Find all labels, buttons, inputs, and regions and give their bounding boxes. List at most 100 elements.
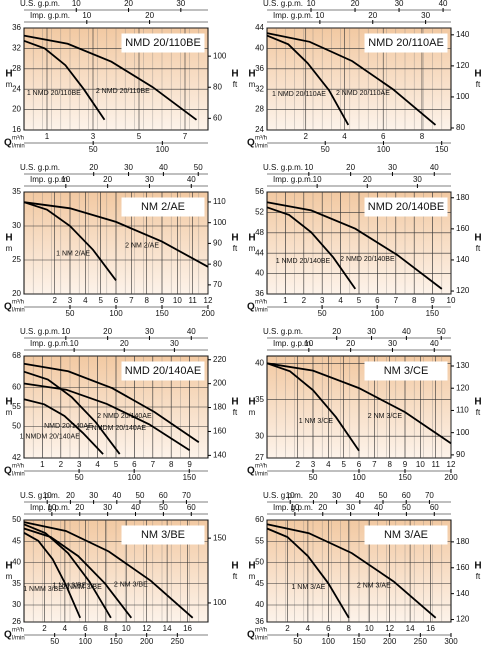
y2-tick-label: 100 — [213, 218, 227, 227]
x-tick-label: 16 — [183, 624, 192, 633]
x-tick-label: 11 — [432, 460, 441, 469]
y-axis-label: H — [248, 69, 255, 80]
x-tick-label: 4 — [326, 460, 331, 469]
y2-tick-label: 150 — [213, 533, 227, 542]
usgpm-tick-label: 30 — [124, 163, 133, 172]
usgpm-tick-label: 40 — [159, 163, 168, 172]
usgpm-tick-label: 50 — [136, 491, 145, 500]
y-tick-label: 16 — [12, 125, 21, 134]
lmin-tick-label: 50 — [50, 637, 59, 646]
lmin-tick-label: 150 — [352, 637, 366, 646]
x-tick-label: 2 — [59, 460, 64, 469]
impgpm-tick-label: 10 — [304, 339, 313, 348]
impgpm-tick-label: 40 — [131, 503, 140, 512]
impgpm-tick-label: 50 — [159, 503, 168, 512]
lmin-tick-label: 150 — [155, 309, 169, 318]
curve-label: NMD 20/140AE — [44, 423, 93, 430]
x-tick-label: 12 — [447, 460, 456, 469]
y2-axis-unit: ft — [476, 408, 481, 417]
x-tick-label: 2 — [304, 132, 309, 141]
y-tick-label: 48 — [255, 228, 264, 237]
lmin-tick-label: 100 — [127, 473, 141, 482]
x-axis-unit: m³/h — [255, 136, 267, 142]
lmin-tick-label: 50 — [293, 637, 302, 646]
x-tick-label: 4 — [306, 624, 311, 633]
pump-curve — [23, 521, 194, 619]
usgpm-tick-label: 40 — [439, 0, 448, 8]
x-axis-unit: m³/h — [12, 300, 24, 306]
curve-label: 2 NMDM 20/140AE — [86, 425, 147, 432]
x-tick-label: 6 — [357, 460, 362, 469]
usgpm-tick-label: 30 — [388, 163, 397, 172]
x-tick-label: 4 — [342, 132, 347, 141]
x-tick-label: 9 — [160, 296, 165, 305]
impgpm-tick-label: 20 — [145, 11, 154, 20]
x-axis-unit2: l/min — [255, 144, 268, 150]
pump-curve — [266, 362, 360, 452]
usgpm-label: U.S. g.p.m. — [20, 0, 60, 8]
curve-label: 2 NM 2/AE — [125, 242, 159, 249]
x-axis-label: Q — [247, 302, 255, 313]
y-axis-unit: m — [249, 80, 256, 89]
pump-curve — [23, 398, 104, 455]
pump-curve — [266, 34, 350, 126]
y-tick-label: 56 — [255, 187, 264, 196]
y2-tick-label: 130 — [456, 361, 470, 370]
usgpm-tick-label: 30 — [367, 327, 376, 336]
x-tick-label: 10 — [447, 296, 456, 305]
y2-tick-label: 160 — [213, 427, 227, 436]
x-axis-unit2: l/min — [255, 308, 268, 314]
y-tick-label: 35 — [255, 395, 264, 404]
impgpm-tick-label: 20 — [103, 175, 112, 184]
usgpm-tick-label: 20 — [66, 491, 75, 500]
y-axis-label: H — [5, 69, 12, 80]
x-tick-label: 3 — [311, 460, 316, 469]
curve-label: 2 NM 3/AE — [357, 582, 391, 589]
y-tick-label: 40 — [12, 558, 21, 567]
impgpm-tick-label: 20 — [75, 503, 84, 512]
y-tick-label: 40 — [255, 358, 264, 367]
y2-tick-label: 80 — [213, 82, 222, 91]
x-axis-unit: m³/h — [12, 464, 24, 470]
y-axis-unit: m — [6, 408, 13, 417]
y-axis-unit: m — [6, 80, 13, 89]
y-tick-label: 55 — [12, 402, 21, 411]
chart-title: NM 3/BE — [141, 529, 185, 541]
pump-curve — [23, 34, 198, 121]
x-axis-unit: m³/h — [12, 136, 24, 142]
x-axis-label: Q — [247, 466, 255, 477]
x-tick-label: 10 — [416, 460, 425, 469]
x-tick-label: 16 — [426, 624, 435, 633]
pump-curve — [266, 523, 437, 619]
y2-tick-label: 110 — [456, 406, 469, 415]
chart-title: NM 3/CE — [384, 365, 429, 377]
lmin-tick-label: 150 — [398, 473, 412, 482]
usgpm-tick-label: 40 — [430, 163, 439, 172]
y2-tick-label: 80 — [456, 123, 465, 132]
x-tick-label: 3 — [320, 296, 325, 305]
y2-tick-label: 220 — [213, 355, 227, 364]
x-tick-label: 4 — [95, 460, 100, 469]
y-tick-label: 32 — [12, 44, 21, 53]
y-tick-label: 25 — [12, 255, 21, 264]
usgpm-label: U.S. g.p.m. — [20, 163, 60, 172]
curve-label: 1 NM 2/AE — [56, 251, 90, 258]
y-axis-label: H — [248, 397, 255, 408]
impgpm-tick-label: 30 — [103, 503, 112, 512]
x-tick-label: 11 — [189, 296, 198, 305]
y-tick-label: 44 — [255, 23, 264, 32]
impgpm-tick-label: 60 — [187, 503, 196, 512]
pump-curve — [266, 32, 437, 126]
y-tick-label: 60 — [12, 382, 21, 391]
impgpm-tick-label: 10 — [315, 11, 324, 20]
y-axis-label: H — [5, 397, 12, 408]
title-box — [364, 33, 448, 53]
y2-tick-label: 100 — [456, 92, 470, 101]
y-tick-label: 50 — [12, 422, 21, 431]
lmin-tick-label: 300 — [444, 637, 458, 646]
y2-axis-label: H — [474, 561, 481, 572]
usgpm-tick-label: 50 — [379, 491, 388, 500]
x-axis-unit2: l/min — [12, 144, 25, 150]
x-axis-unit: m³/h — [255, 628, 267, 634]
impgpm-tick-label: 20 — [346, 339, 355, 348]
